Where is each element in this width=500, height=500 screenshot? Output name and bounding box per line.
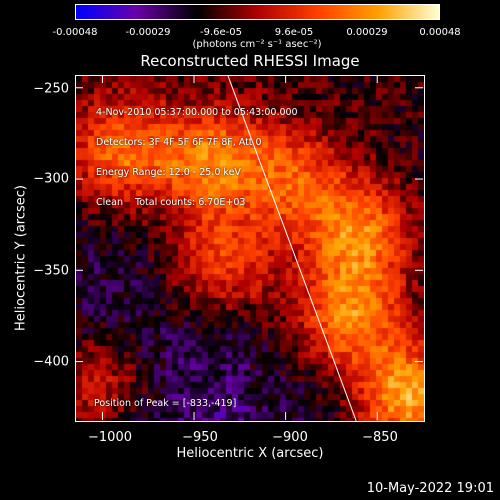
x-axis-label: Heliocentric X (arcsec) (176, 446, 324, 461)
y-tick-label: −400 (33, 354, 69, 370)
y-tick-label: −250 (33, 81, 69, 97)
peak-position-text: Position of Peak = [-833,-419] (94, 398, 237, 409)
x-tick-label: −850 (362, 430, 398, 445)
colorbar-tick-label: -0.00048 (52, 27, 98, 38)
plot-title: Reconstructed RHESSI Image (140, 52, 360, 70)
x-tick-label: −1000 (88, 430, 132, 445)
x-tick-label: −900 (272, 430, 308, 445)
y-tick-label: −300 (33, 171, 69, 187)
timestamp: 10-May-2022 19:01 (366, 481, 494, 496)
colorbar-tick-label: 9.6e-05 (274, 27, 314, 38)
colorbar-units: (photons cm⁻² s⁻¹ asec⁻²) (192, 39, 322, 50)
image-plot-area[interactable]: 4-Nov-2010 05:37:00.000 to 05:43:00.000 … (75, 75, 425, 422)
x-tick-label: −950 (182, 430, 218, 445)
rhessi-heatmap (76, 76, 424, 421)
limb-line (227, 76, 357, 421)
detectors-text: Detectors: 3F 4F 5F 6F 7F 8F, Att 0 (96, 137, 262, 148)
colorbar-tick-label: 0.00048 (419, 27, 461, 38)
y-axis-label: Heliocentric Y (arcsec) (13, 185, 29, 331)
observation-info: 4-Nov-2010 05:37:00.000 to 05:43:00.000 … (96, 88, 298, 228)
y-tick-label: −350 (33, 263, 69, 279)
colorbar-tick-label: -9.6e-05 (200, 27, 242, 38)
colorbar (75, 4, 440, 20)
clean-counts-text: Clean Total counts: 6.70E+03 (96, 197, 246, 208)
energy-range-text: Energy Range: 12.0 - 25.0 keV (96, 167, 241, 178)
colorbar-tick-label: -0.00029 (125, 27, 171, 38)
solar-limb-line (227, 76, 357, 421)
time-range-text: 4-Nov-2010 05:37:00.000 to 05:43:00.000 (96, 107, 298, 118)
colorbar-tick-label: 0.00029 (346, 27, 388, 38)
